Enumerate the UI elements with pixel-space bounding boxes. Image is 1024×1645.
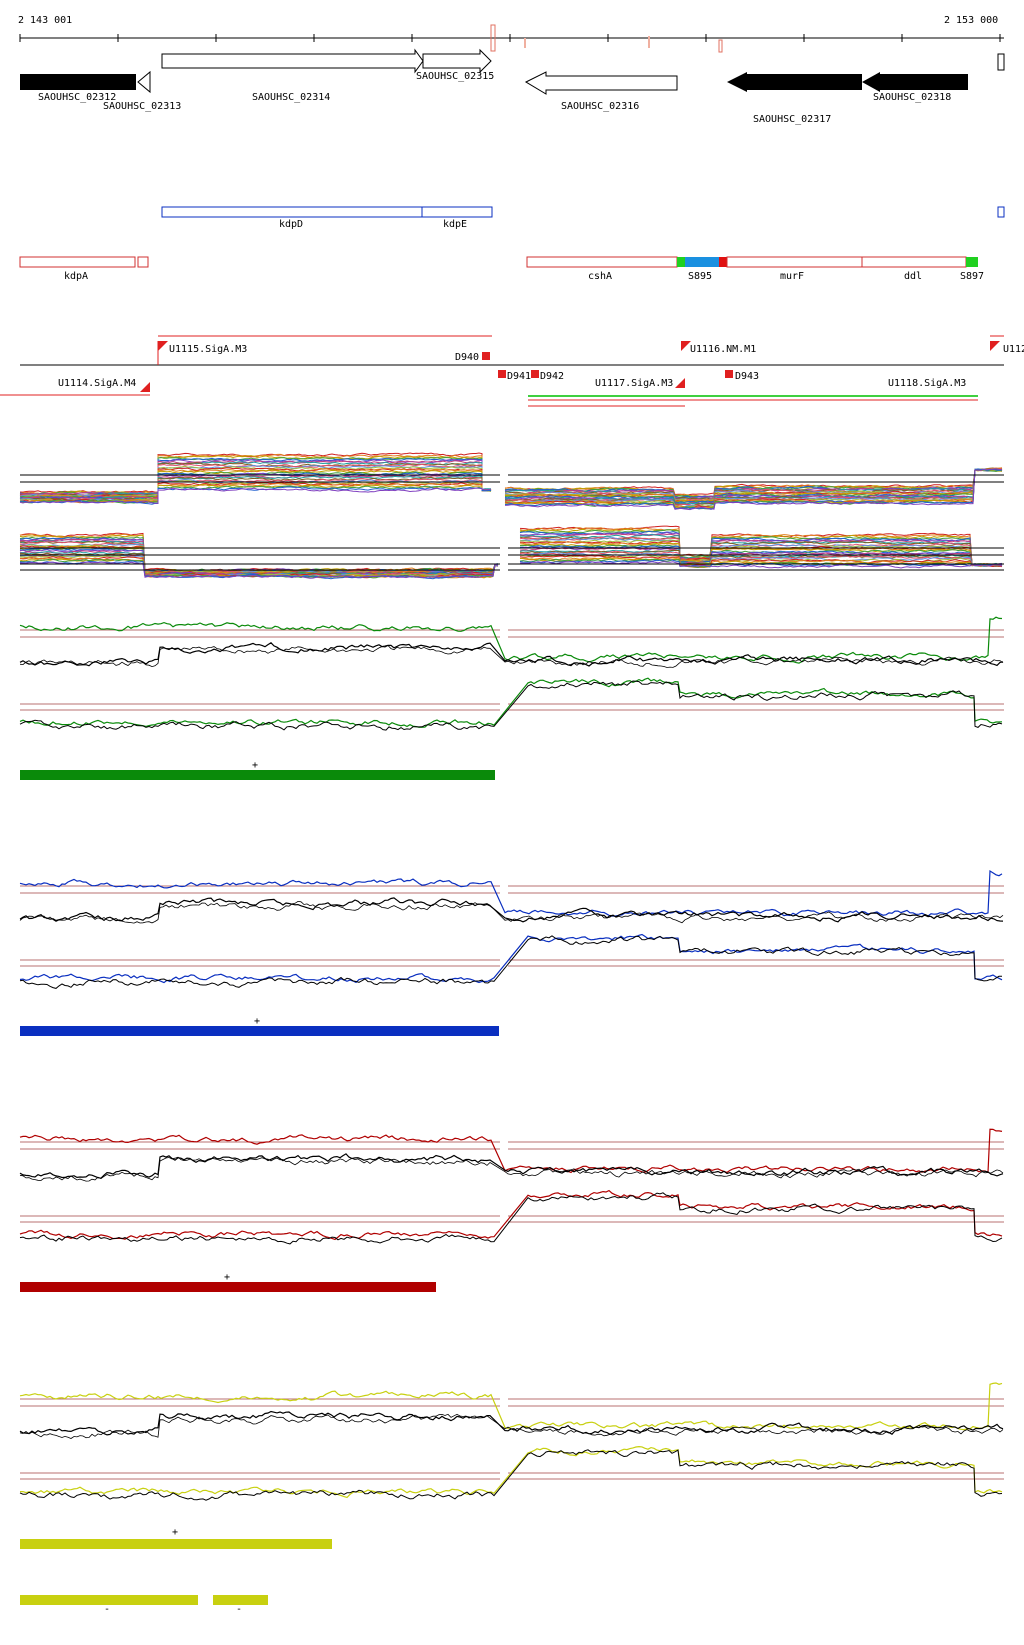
segment-label: D941 — [507, 371, 531, 382]
operon-label: S897 — [960, 271, 984, 282]
gene-label: SAOUHSC_02313 — [103, 101, 181, 112]
operon-kdpa[interactable] — [19, 256, 136, 268]
segment-label: D943 — [735, 371, 759, 382]
operon-kdpd[interactable] — [161, 206, 423, 218]
segment-label: D942 — [540, 371, 564, 382]
operon-label: kdpE — [443, 219, 467, 230]
gene-track: SAOUHSC_02312 SAOUHSC_02313 SAOUHSC_0231… — [20, 48, 1005, 125]
segment-label: D940 — [455, 352, 479, 363]
operon-label: ddl — [904, 271, 922, 282]
gene-label: SAOUHSC_02317 — [753, 114, 831, 125]
gene-saouhsc-02314[interactable]: SAOUHSC_02314 — [161, 48, 424, 103]
operon-track-blue: kdpD kdpE — [161, 206, 1005, 230]
gene-saouhsc-02313[interactable]: SAOUHSC_02313 — [103, 70, 181, 112]
segment-label: U1115.SigA.M3 — [169, 344, 247, 355]
gene-label: SAOUHSC_02318 — [873, 92, 951, 103]
operon-ddl[interactable] — [861, 256, 967, 268]
segment-track: U1115.SigA.M3 D940 U1114.SigA.M4 D941 D9… — [0, 335, 1024, 407]
ruler-start-label: 2 143 001 — [18, 15, 72, 26]
condition-panels — [19, 616, 1004, 1605]
operon-label: murF — [780, 271, 804, 282]
plus-strand-mark: + — [252, 760, 258, 771]
gene-saouhsc-02316[interactable]: SAOUHSC_02316 — [524, 71, 678, 112]
plus-strand-mark: + — [172, 1527, 178, 1538]
gene-label: SAOUHSC_02316 — [561, 101, 639, 112]
plus-strand-mark: + — [254, 1016, 260, 1027]
operon-murf[interactable] — [726, 256, 863, 268]
gene-saouhsc-02318[interactable]: SAOUHSC_02318 — [862, 72, 968, 103]
segment-label: U1114.SigA.M4 — [58, 378, 136, 389]
operon-track-red: kdpA cshA S895 murF ddl S897 — [19, 256, 984, 282]
operon-label: cshA — [588, 271, 612, 282]
expression-heat-profiles — [19, 452, 1004, 580]
gene-label: SAOUHSC_02314 — [252, 92, 330, 103]
segment-label: U112 — [1003, 344, 1024, 355]
ruler-end-label: 2 153 000 — [944, 15, 998, 26]
gene-label: SAOUHSC_02312 — [38, 92, 116, 103]
gene-saouhsc-02312[interactable]: SAOUHSC_02312 — [20, 74, 136, 103]
operon-label: kdpD — [279, 219, 303, 230]
gene-saouhsc-02315[interactable]: SAOUHSC_02315 — [416, 48, 494, 82]
operon-label: kdpA — [64, 271, 88, 282]
operon-label: S895 — [688, 271, 712, 282]
plus-strand-mark: + — [224, 1272, 230, 1283]
segment-label: U1116.NM.M1 — [690, 344, 756, 355]
minus-strand-mark: - — [104, 1604, 110, 1615]
segment-label: U1118.SigA.M3 — [888, 378, 966, 389]
operon-csha[interactable] — [526, 256, 678, 268]
operon-kdpe[interactable] — [421, 206, 493, 218]
minus-strand-mark: - — [236, 1604, 242, 1615]
gene-saouhsc-02317[interactable]: SAOUHSC_02317 — [727, 72, 862, 125]
coordinate-ruler: 2 143 001 2 153 000 — [18, 15, 1004, 53]
operon-s895[interactable] — [685, 257, 719, 267]
segment-label: U1117.SigA.M3 — [595, 378, 673, 389]
gene-label: SAOUHSC_02315 — [416, 71, 494, 82]
operon-s897[interactable] — [966, 257, 978, 267]
